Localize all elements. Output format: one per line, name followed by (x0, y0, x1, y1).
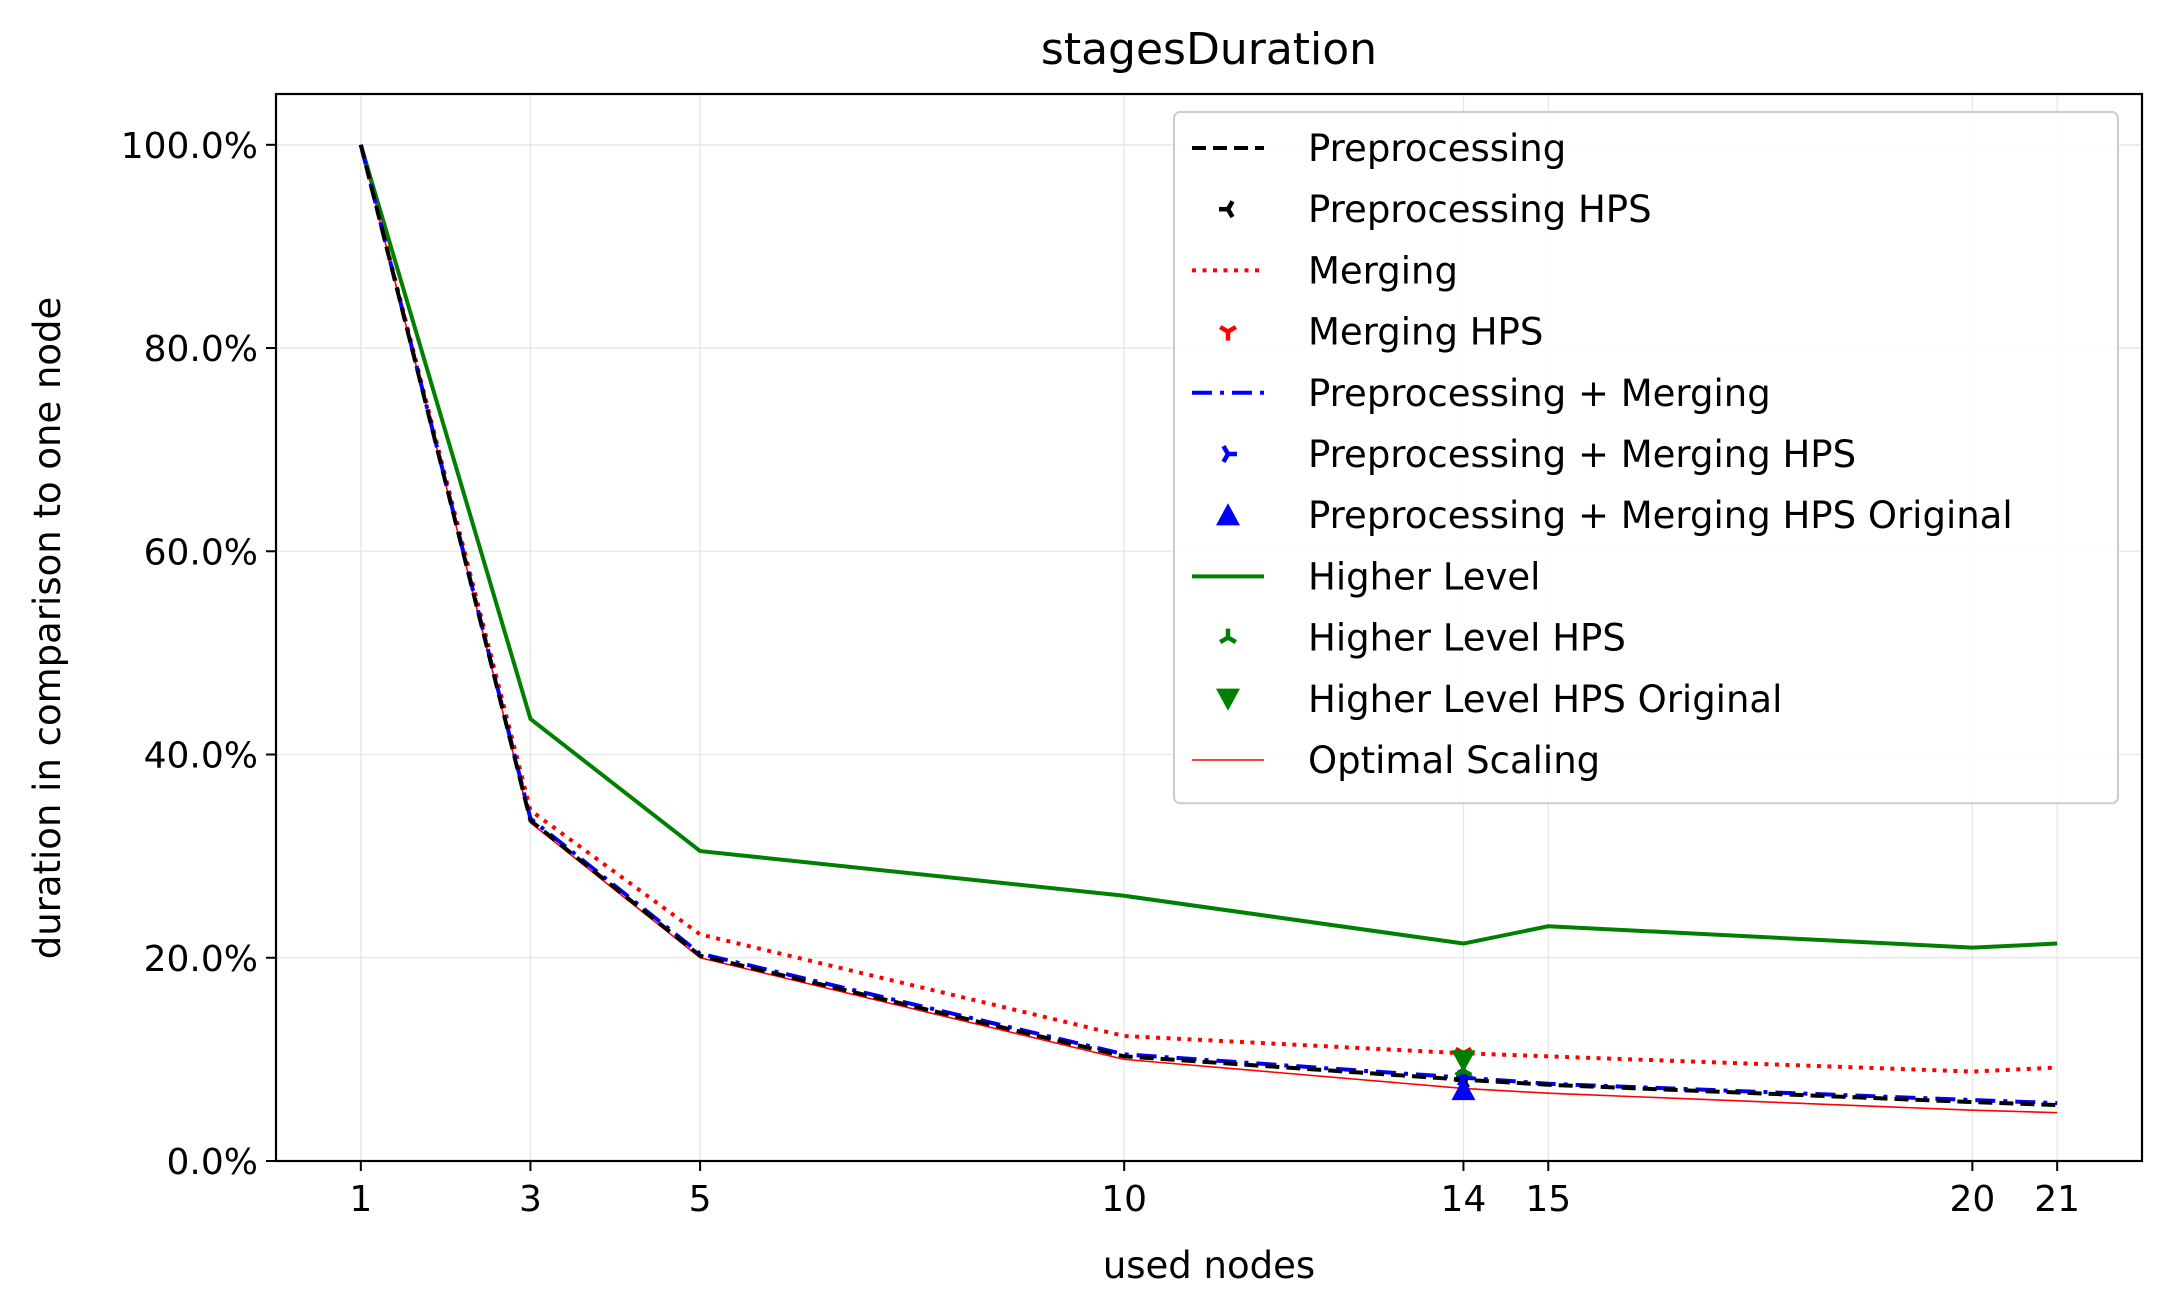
legend-preprocessing-merging-hps-original-label: Preprocessing + Merging HPS Original (1308, 494, 2013, 537)
legend-box (1173, 111, 2119, 805)
legend-optimal-scaling-label: Optimal Scaling (1308, 739, 1600, 782)
legend-preprocessing-merging-hps-swatch (1221, 445, 1237, 463)
y-tick-label: 40.0% (144, 736, 258, 777)
marker-shape (1451, 1050, 1476, 1073)
plot-area (358, 144, 2058, 1114)
y-tick-label: 80.0% (144, 329, 258, 370)
legend-higher-level-hps-original-swatch (1216, 688, 1240, 711)
chart-title: stagesDuration (1041, 24, 1377, 75)
marker-stroke (1226, 208, 1235, 219)
marker-stroke (1219, 635, 1230, 645)
marker-stroke (1457, 1076, 1466, 1087)
legend-merging-hps-label: Merging HPS (1308, 311, 1543, 354)
x-tick-label: 10 (1101, 1179, 1147, 1220)
legend-merging-label: Merging (1308, 249, 1458, 292)
x-axis: 1 3 5 10 14 15 20 21 (349, 1161, 2080, 1220)
x-axis-label: used nodes (1103, 1244, 1315, 1287)
plot-frame (274, 92, 2144, 1163)
marker-shape (1216, 688, 1240, 711)
series-preprocessing-line (358, 144, 2058, 1108)
series-higher-level-line (358, 144, 2058, 950)
legend-preprocessing-merging-label: Preprocessing + Merging (1308, 372, 1771, 415)
legend-preprocessing-hps-swatch (1219, 200, 1235, 219)
marker-stroke (1226, 200, 1235, 211)
marker-stroke (1226, 325, 1237, 334)
legend-higher-level-hps-original-label: Higher Level HPS Original (1308, 678, 1782, 721)
y-tick-label: 20.0% (144, 939, 258, 980)
legend-merging-hps-swatch (1219, 325, 1237, 341)
y-axis: 0.0% 20.0% 40.0% 60.0% 80.0% 100.0% (121, 126, 276, 1183)
x-tick-label: 15 (1525, 1179, 1571, 1220)
legend-preprocessing-label: Preprocessing (1308, 127, 1566, 170)
x-tick-label: 21 (2034, 1179, 2080, 1220)
x-tick-label: 14 (1441, 1179, 1487, 1220)
x-tick-label: 3 (519, 1179, 542, 1220)
series-optimal-scaling-line (360, 144, 2058, 1114)
legend-preprocessing-merging-hps-original-swatch (1216, 503, 1240, 526)
marker-stroke (1219, 325, 1230, 334)
marker-stroke (1221, 452, 1230, 463)
legend-higher-level-hps-swatch (1219, 628, 1237, 645)
y-axis-label: duration in comparison to one node (26, 297, 69, 960)
marker-stroke (1454, 1068, 1465, 1078)
legend-higher-level-label: Higher Level (1308, 555, 1540, 598)
marker-shape (1451, 1077, 1476, 1101)
y-tick-label: 60.0% (144, 532, 258, 573)
marker-stroke (1462, 1068, 1473, 1078)
x-tick-label: 1 (349, 1179, 372, 1220)
x-tick-label: 5 (689, 1179, 712, 1220)
legend-higher-level-hps-label: Higher Level HPS (1308, 617, 1626, 660)
marker-shape (1216, 503, 1240, 526)
legend-preprocessing-hps-label: Preprocessing HPS (1308, 188, 1652, 231)
x-tick-label: 20 (1949, 1179, 1995, 1220)
series-preprocessing-merging-hps-original-point (1451, 1077, 1476, 1101)
y-tick-label: 0.0% (167, 1142, 258, 1183)
legend-preprocessing-merging-hps-label: Preprocessing + Merging HPS (1308, 433, 1856, 476)
y-tick-label: 100.0% (121, 126, 258, 167)
series-merging-line (358, 144, 2058, 1074)
series-higher-level-hps-original-point (1451, 1050, 1476, 1073)
marker-stroke (1221, 445, 1230, 456)
marker-stroke (1226, 635, 1237, 645)
legend: Preprocessing Preprocessing HPS Merging Mer… (1173, 111, 2119, 805)
